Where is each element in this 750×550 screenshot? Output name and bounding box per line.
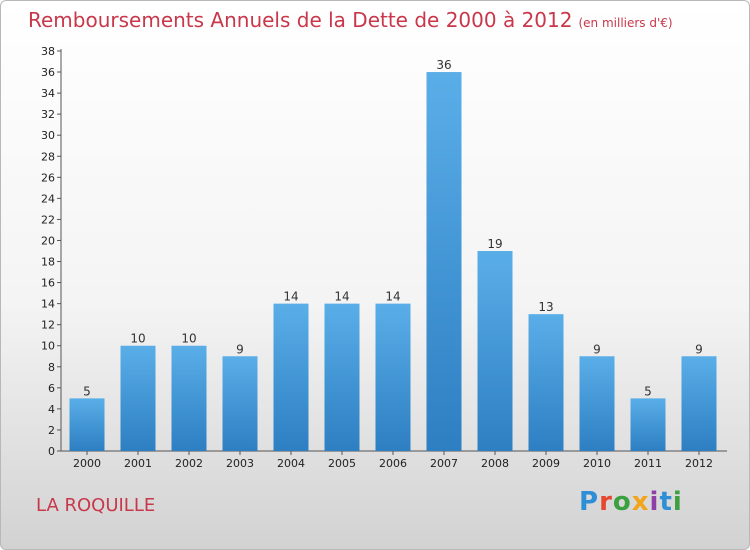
y-tick-label: 28 [41,150,55,163]
logo-letter: r [599,487,613,517]
bar-2005 [324,303,360,451]
bar-2010 [579,356,615,451]
y-tick-label: 36 [41,66,55,79]
bar-2008 [477,251,513,451]
y-tick-label: 18 [41,256,55,269]
bar-2012 [681,356,717,451]
y-tick-label: 14 [41,298,55,311]
y-tick-label: 0 [48,445,55,458]
y-tick-label: 24 [41,192,55,205]
data-labels: 5 10 10 9 14 14 14 36 19 13 9 5 9 [83,58,703,398]
bar-2000 [69,398,105,451]
y-tick-label: 22 [41,213,55,226]
y-tick-label: 6 [48,382,55,395]
logo-letter: o [612,487,632,517]
y-tick-label: 30 [41,129,55,142]
data-label: 14 [283,290,298,304]
data-label: 14 [334,290,349,304]
x-tick-label: 2001 [124,457,152,470]
x-tick-label: 2004 [277,457,305,470]
y-tick-label: 8 [48,361,55,374]
data-label: 19 [487,237,502,251]
data-label: 36 [436,58,451,72]
x-tick-label: 2003 [226,457,254,470]
bar-2006 [375,303,411,451]
logo-letter: P [579,487,600,517]
logo-letter: i [649,487,660,517]
bar-2007 [426,72,462,451]
x-tick-label: 2008 [481,457,509,470]
data-label: 9 [695,342,703,356]
y-tick-label: 38 [41,45,55,58]
x-tick-label: 2011 [634,457,662,470]
data-label: 13 [538,300,553,314]
bar-2004 [273,303,309,451]
data-label: 10 [181,332,196,346]
y-tick-label: 16 [41,277,55,290]
data-label: 10 [130,332,145,346]
y-tick-label: 4 [48,403,55,416]
x-tick-label: 2012 [685,457,713,470]
x-tick-label: 2002 [175,457,203,470]
x-tick-label: 2009 [532,457,560,470]
chart-subtitle: (en milliers d'€) [578,16,673,30]
bar-2009 [528,314,564,451]
y-tick-label: 34 [41,87,55,100]
bars [69,72,717,451]
logo-letter: t [659,487,673,517]
bar-2011 [630,398,666,451]
x-tick-label: 2005 [328,457,356,470]
data-label: 5 [83,384,91,398]
chart-title: Remboursements Annuels de la Dette de 20… [28,8,673,32]
bar-2003 [222,356,258,451]
commune-name: LA ROQUILLE [36,495,156,516]
y-tick-label: 10 [41,340,55,353]
x-tick-label: 2000 [73,457,101,470]
y-tick-label: 12 [41,319,55,332]
y-tick-label: 26 [41,171,55,184]
data-label: 14 [385,290,400,304]
bar-2001 [120,345,156,451]
x-tick-label: 2006 [379,457,407,470]
y-tick-label: 20 [41,234,55,247]
chart-title-text: Remboursements Annuels de la Dette de 20… [28,8,573,32]
x-tick-label: 2007 [430,457,458,470]
logo-letter: x [631,487,650,517]
data-label: 9 [236,342,244,356]
proxiti-logo[interactable]: Proxiti [579,487,683,517]
y-tick-label: 2 [48,424,55,437]
x-tick-label: 2010 [583,457,611,470]
bar-2002 [171,345,207,451]
y-tick-label: 32 [41,108,55,121]
logo-letter: i [672,487,683,517]
data-label: 9 [593,342,601,356]
data-label: 5 [644,384,652,398]
